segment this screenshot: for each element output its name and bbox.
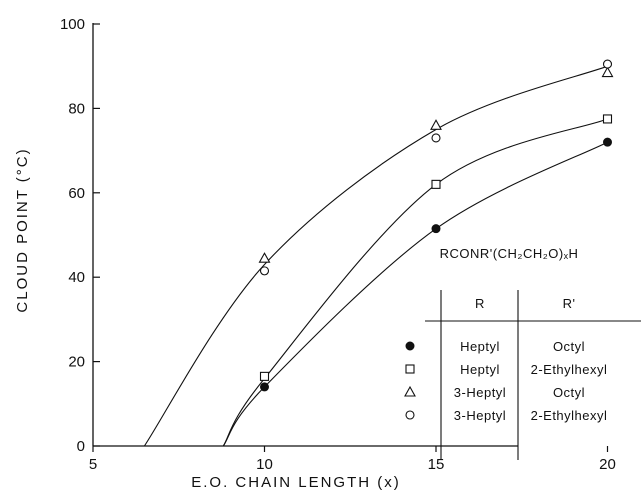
legend-marker-0 (405, 341, 415, 351)
x-axis-label: E.O. CHAIN LENGTH (x) (191, 474, 401, 491)
series-curves (143, 65, 608, 447)
y-axis-label: CLOUD POINT (°C) (14, 147, 31, 312)
x-tick-label: 15 (428, 456, 445, 473)
legend-marker-3 (405, 410, 415, 420)
y-tick-label: 60 (68, 185, 85, 202)
legend-rows: Heptyl Octyl Heptyl 2-Ethylhexyl 3-Heptyl Oct… (404, 339, 608, 423)
data-point-series-0 (260, 382, 269, 392)
x-tick-label: 20 (599, 456, 616, 473)
legend-r-prime-2: Octyl (553, 385, 585, 400)
y-tick-label: 100 (60, 16, 85, 33)
data-point-series-2 (430, 119, 442, 130)
series-curve-1 (222, 118, 608, 447)
legend-formula: RCONR'(CH₂CH₂O)ₓH (440, 246, 579, 261)
data-point-series-3 (431, 133, 441, 143)
legend-r-2: 3-Heptyl (454, 385, 506, 400)
legend-header-r-prime: R' (563, 296, 576, 311)
legend-r-prime-1: 2-Ethylhexyl (531, 362, 608, 377)
legend-r-0: Heptyl (460, 339, 500, 354)
x-tick-label: 10 (256, 456, 273, 473)
legend-r-3: 3-Heptyl (454, 408, 506, 423)
legend-r-1: Heptyl (460, 362, 500, 377)
x-ticks: 5 10 15 20 (89, 446, 616, 473)
data-point-series-1 (259, 371, 270, 381)
y-tick-label: 0 (77, 438, 85, 455)
data-point-series-0 (603, 137, 612, 147)
y-ticks: 0 20 40 60 80 100 (60, 16, 100, 455)
data-point-series-3 (602, 59, 613, 69)
series-curve-2 (143, 65, 608, 447)
data-point-series-2 (601, 66, 614, 78)
y-tick-label: 20 (68, 354, 85, 371)
data-point-series-2 (258, 252, 271, 263)
legend-marker-1 (405, 364, 415, 374)
y-tick-label: 40 (68, 269, 85, 286)
legend-r-prime-0: Octyl (553, 339, 585, 354)
data-point-series-1 (431, 179, 441, 189)
series-curve-0 (222, 141, 608, 447)
x-tick-label: 5 (89, 456, 97, 473)
data-points (258, 59, 614, 392)
data-point-series-3 (259, 266, 270, 276)
data-point-series-0 (431, 224, 441, 234)
legend-r-prime-3: 2-Ethylhexyl (531, 408, 608, 423)
y-tick-label: 80 (68, 100, 85, 117)
legend-marker-2 (404, 385, 416, 397)
data-point-series-1 (602, 114, 613, 124)
legend-header-r: R (475, 296, 485, 311)
